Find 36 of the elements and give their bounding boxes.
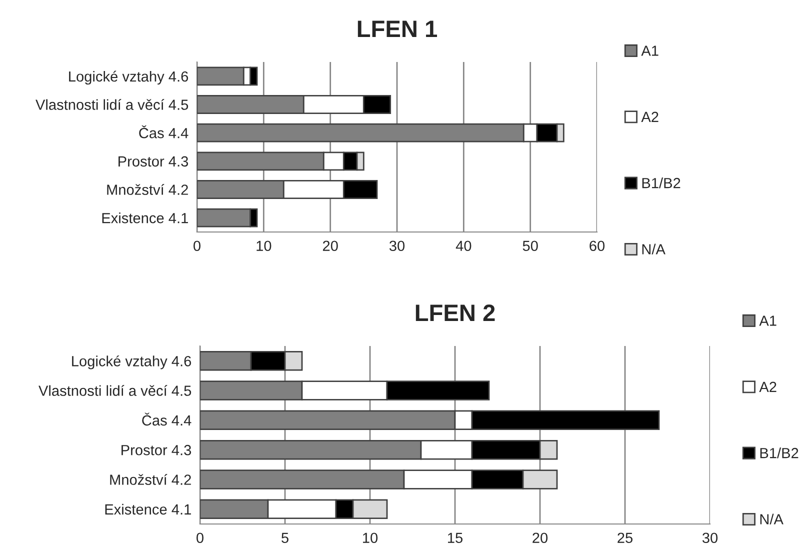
x-tick-label: 25 xyxy=(618,532,632,544)
x-tick-label: 0 xyxy=(194,240,200,252)
legend-label: A1 xyxy=(641,46,658,56)
y-tick-label: Množství 4.2 xyxy=(110,474,191,485)
legend-label: N/A xyxy=(642,244,666,254)
chart-title: LFEN 2 xyxy=(416,304,495,321)
x-tick-label: 50 xyxy=(522,240,538,252)
x-tick-label: 20 xyxy=(532,532,548,544)
legend-label: N/A xyxy=(760,514,784,524)
y-tick-label: Logické vztahy 4.6 xyxy=(69,70,188,85)
y-tick-label: Existence 4.1 xyxy=(105,504,191,515)
y-tick-label: Množství 4.2 xyxy=(107,184,188,195)
y-tick-label: Prostor 4.3 xyxy=(122,444,192,456)
y-tick-label: Logické vztahy 4.6 xyxy=(72,355,192,370)
y-tick-label: Čas 4.4 xyxy=(139,125,188,138)
x-tick-label: 10 xyxy=(363,532,378,544)
x-tick-label: 10 xyxy=(256,240,272,252)
x-tick-label: 40 xyxy=(456,240,472,252)
y-tick-label: Existence 4.1 xyxy=(102,212,188,224)
legend-label: A2 xyxy=(641,112,658,122)
legend-label: A2 xyxy=(759,382,776,392)
x-tick-label: 30 xyxy=(702,532,718,544)
y-tick-label: Čas 4.4 xyxy=(142,412,192,426)
legend-label: A1 xyxy=(759,316,776,326)
y-tick-label: Vlastnosti lidí a věcí 4.5 xyxy=(36,99,188,110)
legend-label: B1/B2 xyxy=(760,448,798,458)
y-tick-label: Prostor 4.3 xyxy=(118,156,188,167)
chart-title: LFEN 1 xyxy=(358,20,438,37)
x-tick-label: 20 xyxy=(322,240,338,252)
x-tick-label: 5 xyxy=(282,532,288,544)
x-tick-label: 0 xyxy=(196,532,204,544)
x-tick-label: 15 xyxy=(448,532,462,544)
y-tick-label: Vlastnosti lidí a věcí 4.5 xyxy=(38,385,192,396)
x-tick-label: 60 xyxy=(590,240,605,252)
x-tick-label: 30 xyxy=(389,240,405,252)
legend-label: B1/B2 xyxy=(642,178,680,188)
